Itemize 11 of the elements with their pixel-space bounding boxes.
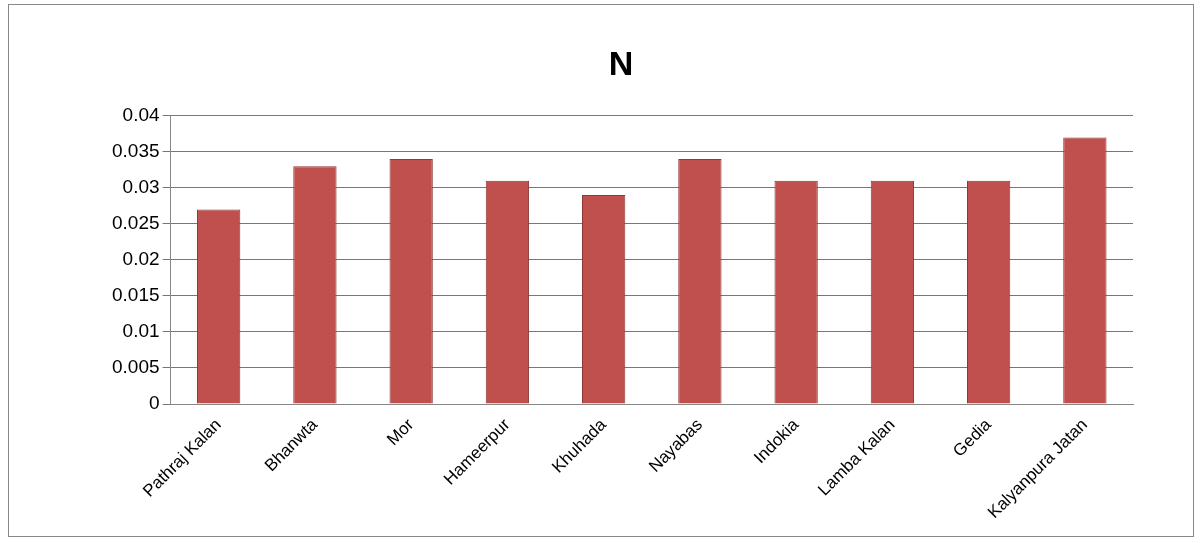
x-tick-label: Mor — [383, 414, 418, 450]
y-tick-label: 0.01 — [122, 320, 160, 342]
chart-title: N — [608, 43, 634, 82]
y-tick-label: 0.03 — [122, 176, 160, 198]
y-tick-label: 0 — [148, 392, 160, 414]
y-tick-label: 0.02 — [122, 248, 160, 270]
y-tick-label: 0.035 — [112, 140, 160, 162]
y-tick-label: 0.025 — [112, 212, 160, 234]
y-tick-label: 0.04 — [122, 104, 160, 126]
y-tick-label: 0.005 — [112, 356, 160, 378]
y-tick-label: 0.015 — [112, 284, 160, 306]
